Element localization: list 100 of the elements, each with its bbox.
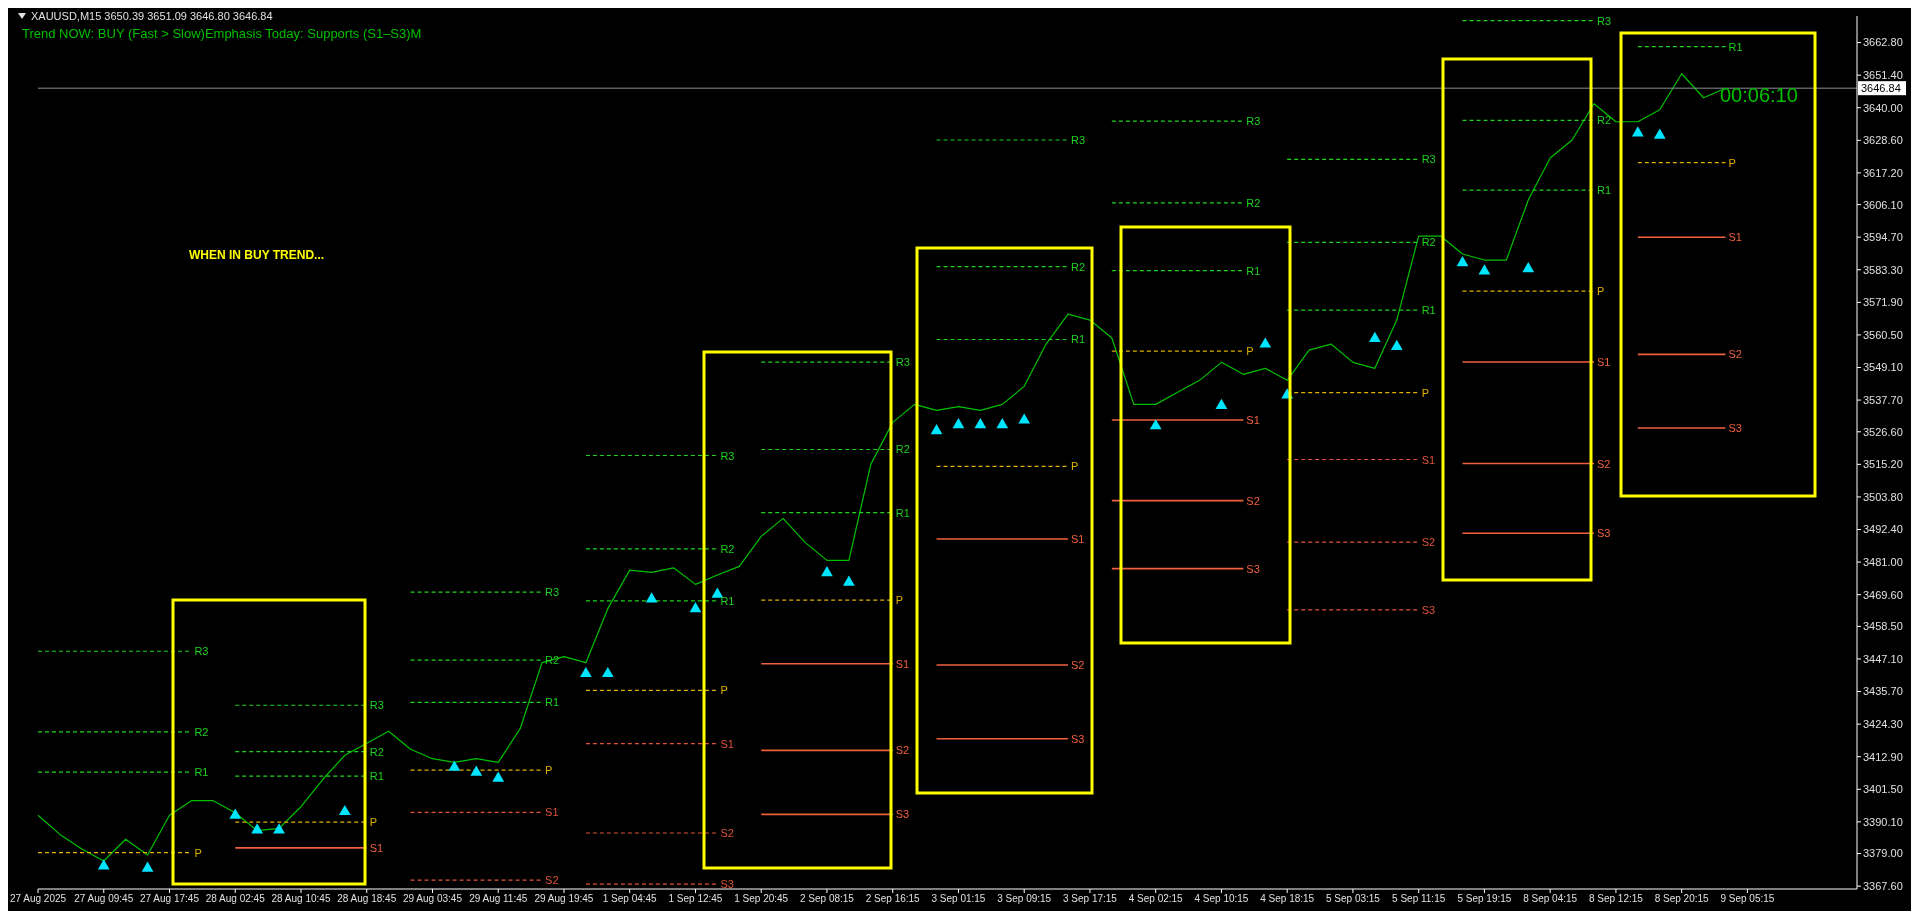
text: R1 (720, 594, 735, 607)
text: R2 (194, 725, 209, 738)
series-label: S1 (369, 841, 384, 854)
text: R1 (895, 506, 910, 519)
text: P (1728, 156, 1736, 169)
text: R2 (1246, 196, 1261, 209)
series-label: R3 (369, 699, 384, 712)
text: S1 (1071, 532, 1085, 545)
x-tick-label: 8 Sep 04:15 (1523, 893, 1578, 905)
text: S2 (1246, 494, 1260, 507)
x-tick-label: 27 Aug 2025 (9, 893, 67, 905)
point (273, 823, 285, 834)
point (470, 765, 483, 776)
x-tick-label: 5 Sep 03:15 (1325, 893, 1381, 905)
series-label: S2 (545, 874, 559, 887)
text: R3 (1071, 134, 1086, 147)
text: R1 (1071, 333, 1086, 346)
chart-title: XAUUSD,M15 3650.39 3651.09 3646.80 3646.84 (31, 10, 273, 22)
y-tick-label: 3606.10 (1863, 198, 1903, 211)
point (1653, 128, 1666, 139)
text: S3 (1421, 603, 1436, 616)
text: R1 (1728, 40, 1743, 53)
annotation: WHEN IN BUY TREND... (189, 248, 325, 262)
text: R3 (895, 356, 910, 369)
y-tick-label: 3662.80 (1863, 36, 1903, 49)
text: R3 (1246, 115, 1261, 128)
x-tick-label: 29 Aug 03:45 (403, 893, 463, 905)
x-tick-label: 27 Aug 17:45 (140, 893, 200, 905)
series-label: R1 (369, 770, 384, 783)
text: R1 (194, 766, 209, 779)
y-tick-label: 3458.50 (1863, 620, 1903, 633)
text: P (1071, 460, 1079, 473)
x-tick-label: 5 Sep 19:15 (1457, 893, 1512, 905)
y-tick-label: 3617.20 (1863, 166, 1903, 179)
point (251, 823, 264, 834)
text: Trend NOW: BUY (Fast > Slow)Emphasis Today: Supports (S1–S3)M (22, 26, 422, 41)
point (1215, 398, 1228, 410)
point (821, 566, 833, 577)
point (1149, 419, 1162, 430)
point (1478, 264, 1491, 275)
point (711, 587, 724, 598)
ref-line-label: 3646.84 (1861, 82, 1901, 95)
point (645, 592, 658, 603)
y-tick-label: 3628.60 (1863, 134, 1903, 147)
text: R1 (1421, 304, 1436, 317)
text: S1 (895, 657, 910, 670)
y-tick-label: 3515.20 (1863, 458, 1903, 471)
y-tick-label: 3447.10 (1863, 652, 1903, 665)
point (492, 771, 505, 782)
point (842, 575, 855, 586)
point (601, 666, 614, 678)
x-tick-label: 29 Aug 11:45 (469, 893, 528, 905)
text: P (194, 846, 202, 859)
point (1522, 261, 1535, 273)
point (1390, 339, 1403, 350)
series-label: S3 (720, 878, 734, 891)
x-tick-label: 3 Sep 09:15 (997, 893, 1052, 905)
series-label: S3 (895, 808, 910, 821)
text: R3 (1421, 153, 1436, 166)
text: S1 (1421, 453, 1436, 466)
text: R3 (1597, 14, 1612, 27)
x-tick-label: 29 Aug 19:45 (534, 893, 594, 905)
x-tick-label: 4 Sep 10:15 (1194, 893, 1249, 905)
point (338, 804, 351, 816)
point (689, 602, 702, 613)
y-tick-label: 3583.30 (1863, 263, 1903, 276)
point (1259, 337, 1272, 348)
text: S3 (1246, 562, 1260, 575)
series-label: S2 (895, 744, 910, 757)
x-tick-label: 8 Sep 12:15 (1588, 893, 1644, 905)
point (97, 859, 110, 870)
text: R3 (194, 645, 209, 658)
y-tick-label: 3379.00 (1863, 847, 1903, 860)
text: R2 (1597, 114, 1612, 127)
y-tick-label: 3424.30 (1863, 718, 1903, 731)
y-tick-label: 3481.00 (1863, 555, 1903, 568)
text: S3 (1597, 527, 1611, 540)
x-tick-label: 5 Sep 11:15 (1392, 893, 1446, 905)
series-label: P (369, 816, 378, 829)
point (974, 417, 987, 429)
text: S1 (1597, 356, 1611, 369)
x-tick-label: 8 Sep 20:15 (1654, 893, 1710, 905)
y-tick-label: 3503.80 (1863, 490, 1903, 503)
x-tick-label: 3 Sep 01:15 (931, 893, 986, 905)
text: R2 (720, 542, 735, 555)
text: R2 (1071, 260, 1086, 273)
point (996, 417, 1009, 429)
series-label: S1 (545, 806, 559, 819)
text: P (1597, 285, 1605, 298)
text: S1 (1728, 231, 1742, 244)
text: S2 (1728, 348, 1742, 361)
text: R1 (1597, 184, 1612, 197)
y-tick-label: 3390.10 (1863, 815, 1903, 828)
text: P (1246, 345, 1254, 358)
y-tick-label: 3469.60 (1863, 588, 1903, 601)
text: S1 (1246, 414, 1260, 427)
y-tick-label: 3492.40 (1863, 523, 1903, 536)
y-tick-label: 3549.10 (1863, 361, 1903, 374)
text: P (1421, 386, 1430, 399)
x-tick-label: 1 Sep 20:45 (734, 893, 789, 905)
